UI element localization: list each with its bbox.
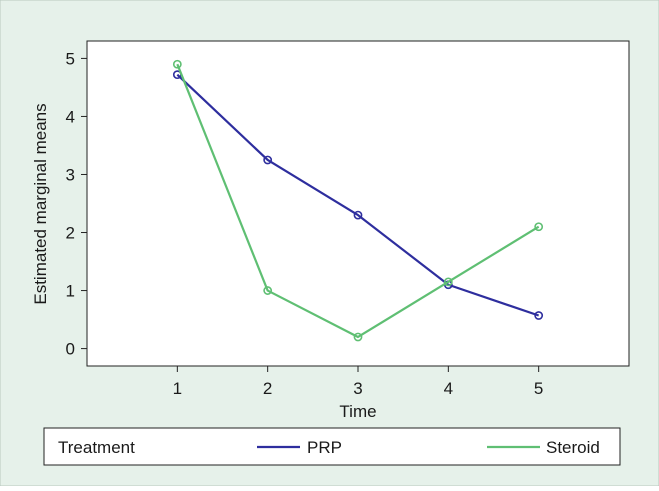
legend-label-steroid: Steroid — [546, 438, 600, 457]
series-layer — [172, 59, 544, 342]
y-axis: 0 1 2 3 4 5 — [66, 49, 87, 359]
legend-items: PRP Steroid — [257, 438, 600, 457]
series-line-prp — [176, 73, 540, 317]
y-tick-label: 3 — [66, 165, 75, 184]
y-tick-label: 2 — [66, 224, 75, 243]
y-tick-label: 1 — [66, 282, 75, 301]
data-point-steroid — [534, 222, 544, 232]
data-point-steroid — [353, 332, 363, 342]
x-tick-label: 3 — [353, 379, 362, 398]
data-point-prp — [353, 210, 363, 220]
x-axis-label: Time — [339, 402, 376, 421]
legend: Treatment PRP Steroid — [43, 427, 621, 466]
data-point-prp — [263, 155, 273, 165]
legend-label-prp: PRP — [307, 438, 342, 457]
data-point-steroid — [172, 59, 182, 69]
x-tick-label: 4 — [444, 379, 453, 398]
y-axis-label: Estimated marginal means — [31, 103, 50, 304]
data-point-steroid — [443, 277, 453, 287]
y-tick-label: 0 — [66, 340, 75, 359]
x-tick-label: 2 — [263, 379, 272, 398]
y-tick-label: 5 — [66, 49, 75, 68]
y-tick-label: 4 — [66, 107, 75, 126]
series-line-steroid — [176, 63, 540, 339]
data-point-steroid — [263, 286, 273, 295]
legend-title: Treatment — [58, 438, 135, 457]
plot-area — [86, 40, 630, 367]
x-axis: 1 2 3 4 5 — [173, 366, 543, 398]
x-tick-label: 1 — [173, 379, 182, 398]
data-point-prp — [534, 311, 544, 320]
x-tick-label: 5 — [534, 379, 543, 398]
